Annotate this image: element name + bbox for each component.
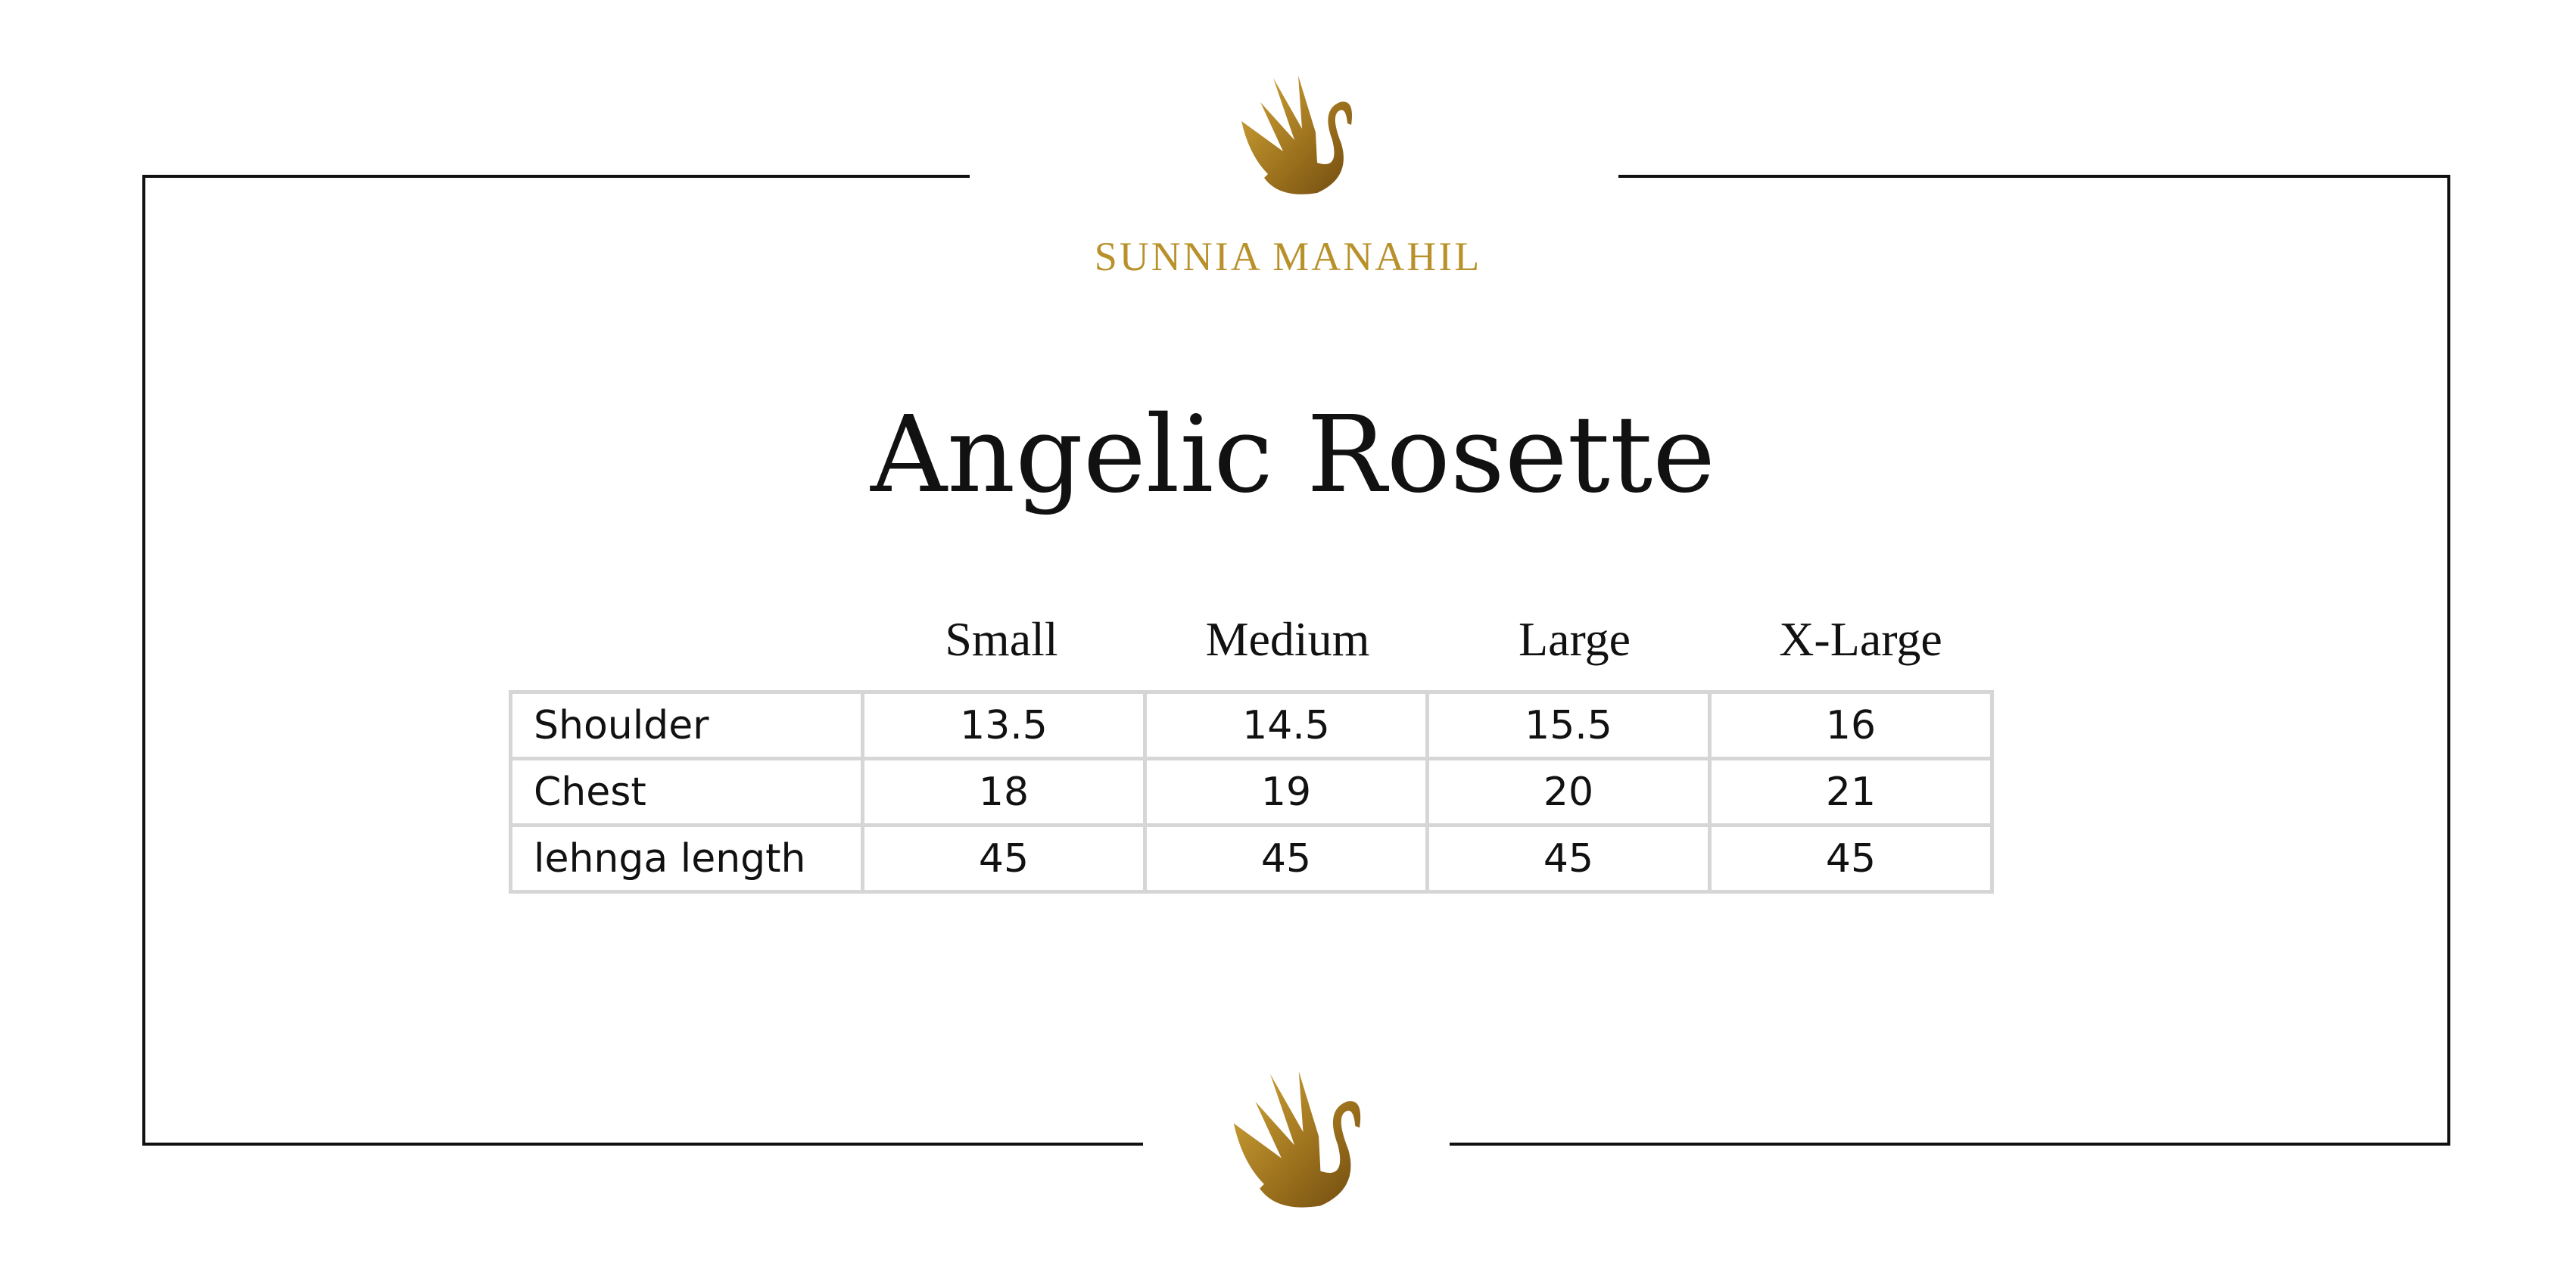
column-header-small: Small [945, 612, 1058, 666]
gold-swan-icon [1233, 1071, 1361, 1208]
column-header-large: Large [1518, 612, 1631, 666]
table-row: lehnga length 45 45 45 45 [509, 823, 1994, 894]
row-label: Shoulder [509, 690, 864, 760]
frame-bottom-left [142, 1143, 1143, 1146]
cell: 16 [1708, 690, 1994, 760]
gold-swan-icon [1241, 76, 1352, 194]
table-row: Chest 18 19 20 21 [509, 757, 1994, 827]
cell: 21 [1708, 757, 1994, 827]
column-header-medium: Medium [1205, 612, 1370, 666]
frame-bottom-right [1450, 1143, 2450, 1146]
cell: 14.5 [1143, 690, 1429, 760]
cell: 15.5 [1425, 690, 1712, 760]
cell: 45 [1708, 823, 1994, 894]
cell: 13.5 [861, 690, 1147, 760]
cell: 45 [861, 823, 1147, 894]
row-label: lehnga length [509, 823, 864, 894]
cell: 45 [1425, 823, 1712, 894]
column-header-x-large: X-Large [1779, 612, 1942, 666]
size-chart-table: Shoulder 13.5 14.5 15.5 16 Chest 18 19 2… [509, 690, 1994, 894]
cell: 18 [861, 757, 1147, 827]
table-row: Shoulder 13.5 14.5 15.5 16 [509, 690, 1994, 760]
row-label: Chest [509, 757, 864, 827]
brand-name: SUNNIA MANAHIL [1094, 234, 1482, 279]
cell: 45 [1143, 823, 1429, 894]
cell: 19 [1143, 757, 1429, 827]
frame-top-left [144, 175, 970, 178]
frame-left [142, 175, 145, 1146]
frame-top-right [1618, 175, 2449, 178]
product-title: Angelic Rosette [871, 393, 1715, 517]
frame-right [2447, 175, 2450, 1146]
cell: 20 [1425, 757, 1712, 827]
